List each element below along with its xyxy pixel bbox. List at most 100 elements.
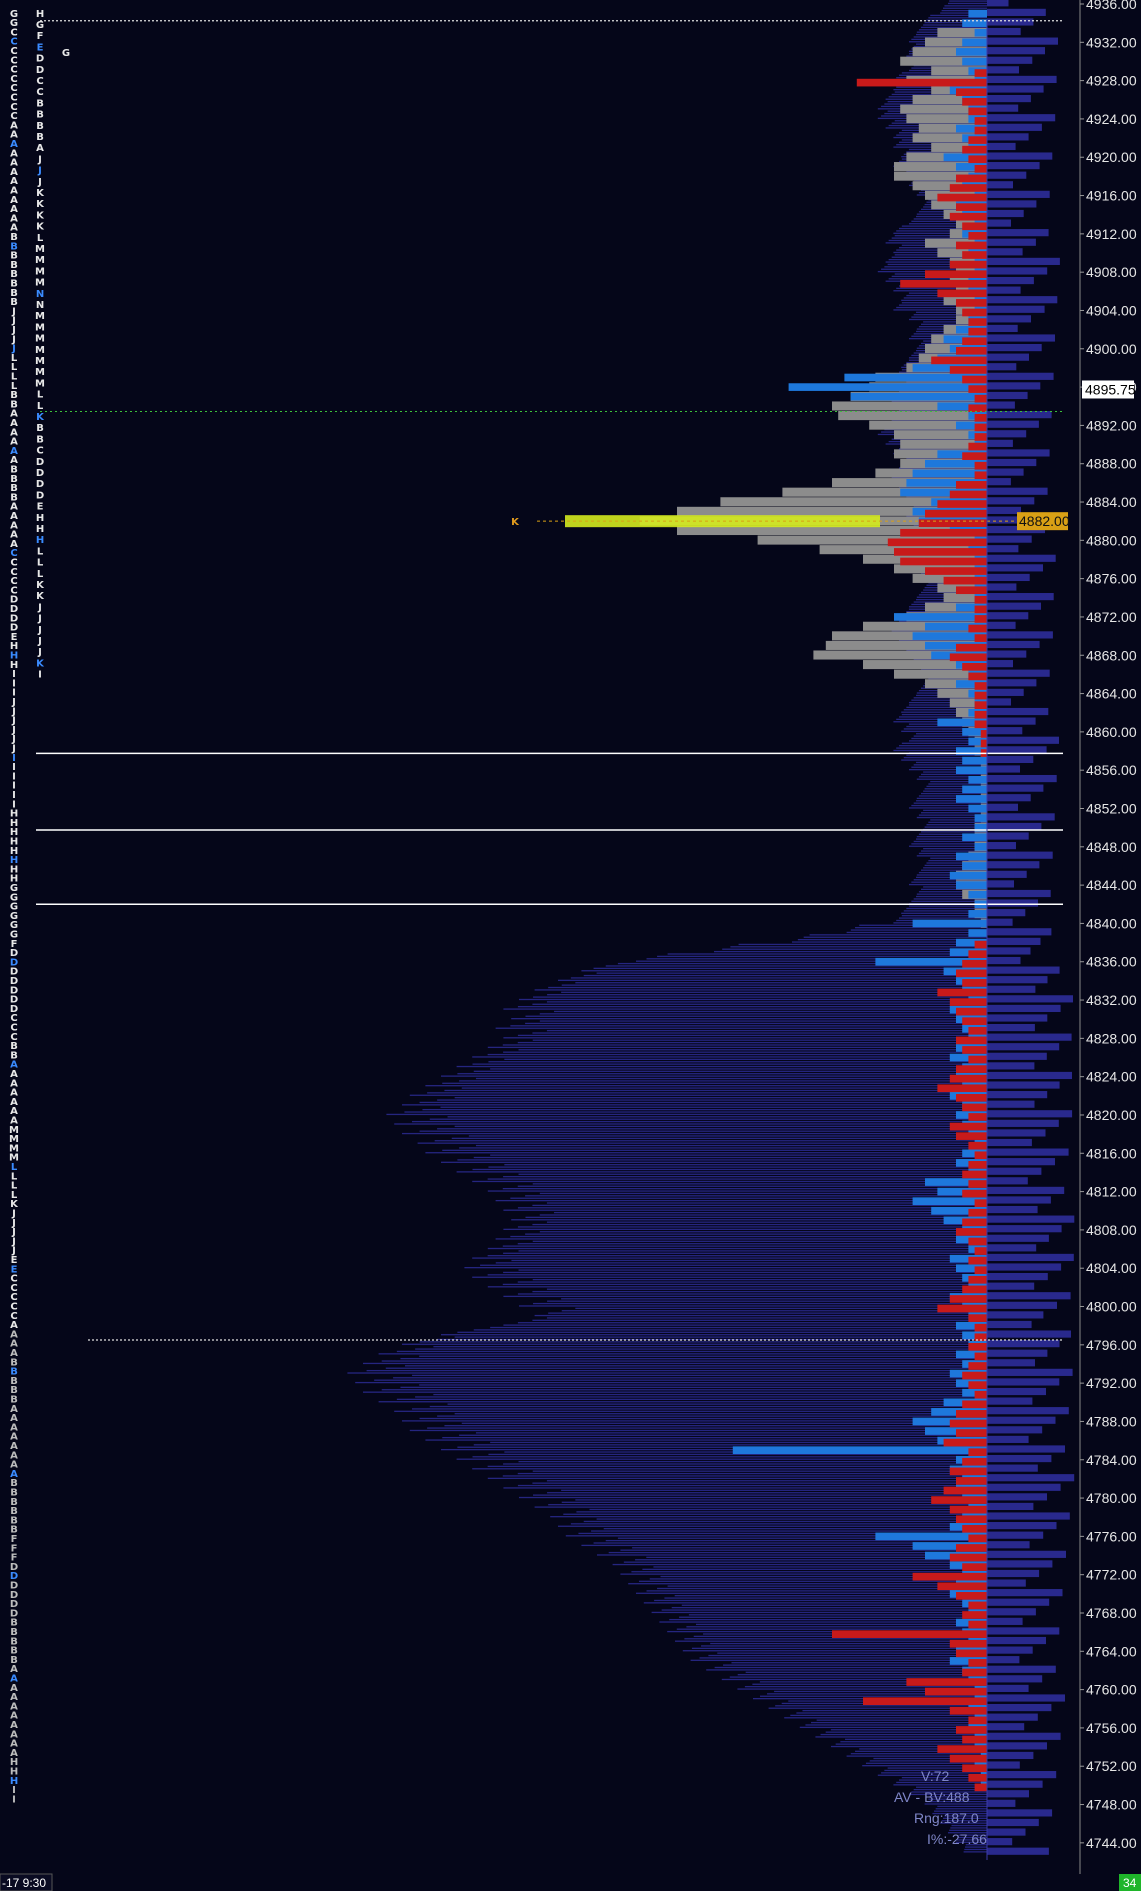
navy-profile-bar: [464, 1267, 987, 1269]
navy-profile-bar: [419, 1417, 987, 1420]
axis-tick-label: 4804.00: [1086, 1260, 1137, 1276]
navy-profile-bar: [745, 1671, 987, 1673]
tpo-letter: B: [10, 241, 18, 252]
navy-profile-bar: [561, 991, 987, 993]
gray-profile-bar: [900, 104, 987, 114]
blue-delta-bar: [956, 766, 987, 775]
navy-profile-bar: [503, 1209, 987, 1211]
tpo-letter: J: [37, 602, 42, 613]
navy-profile-bar: [850, 929, 987, 931]
red-delta-bar: [968, 136, 987, 144]
tpo-letter: A: [10, 409, 18, 420]
tpo-letter: C: [10, 1292, 17, 1303]
blue-delta-bar: [956, 124, 987, 133]
navy-profile-bar: [525, 1216, 987, 1219]
navy-profile-bar: [941, 1820, 987, 1822]
axis-tick-label: 4932.00: [1086, 34, 1137, 50]
price-axis[interactable]: 4936.00 4932.00 4928.00 4924.00 4920.00 4916.…: [1017, 0, 1137, 1851]
blue-delta-bar: [894, 613, 987, 621]
navy-profile-bar: [617, 1537, 987, 1539]
navy-profile-bar: [965, 1844, 987, 1846]
navy-profile-bar: [488, 1061, 987, 1063]
navy-profile-bar: [597, 1554, 987, 1556]
red-delta-bar: [949, 1505, 987, 1514]
navy-profile-bar: [949, 1829, 987, 1831]
tpo-letter: H: [10, 874, 18, 885]
navy-right-profile-bar: [987, 899, 1038, 907]
blue-delta-bar: [974, 842, 987, 851]
navy-profile-bar: [502, 1044, 987, 1046]
navy-profile-bar: [899, 227, 987, 230]
navy-right-profile-bar: [987, 995, 1073, 1003]
tpo-letter: A: [10, 1329, 18, 1340]
navy-profile-bar: [899, 304, 987, 306]
navy-profile-bar: [846, 1755, 987, 1757]
tpo-letter: C: [10, 1283, 17, 1294]
navy-right-profile-bar: [987, 1033, 1072, 1041]
red-delta-bar: [962, 1170, 987, 1179]
blue-delta-bar: [850, 392, 987, 401]
tpo-letter: D: [10, 976, 18, 987]
navy-profile-bar: [799, 1726, 987, 1729]
blue-delta-bar: [900, 488, 987, 497]
navy-profile-bar: [901, 730, 987, 732]
navy-profile-bar: [409, 1094, 987, 1096]
navy-profile-bar: [510, 1025, 987, 1027]
red-delta-bar: [974, 1247, 987, 1255]
axis-tick-label: 4908.00: [1086, 264, 1137, 280]
navy-profile-bar: [570, 1523, 987, 1525]
navy-profile-bar: [774, 1690, 987, 1693]
tpo-letter: J: [11, 725, 16, 736]
navy-profile-bar: [924, 1803, 987, 1805]
axis-tick-label: 4772.00: [1086, 1567, 1137, 1583]
navy-profile-bar: [561, 1310, 987, 1312]
navy-profile-bar: [534, 1506, 987, 1508]
navy-right-profile-bar: [987, 458, 1037, 467]
navy-profile-bar: [921, 869, 987, 871]
navy-right-profile-bar: [987, 47, 1045, 55]
navy-right-profile-bar: [987, 324, 1018, 333]
navy-profile-bar: [363, 1362, 987, 1365]
navy-profile-bar: [487, 1465, 987, 1468]
navy-profile-bar: [921, 850, 987, 852]
navy-profile-bar: [547, 994, 987, 996]
navy-profile-bar: [965, 1846, 987, 1848]
axis-tick-label: 4876.00: [1086, 571, 1137, 587]
navy-right-profile-bar: [987, 966, 1060, 974]
navy-profile-bar: [760, 1695, 987, 1697]
tpo-letter: A: [10, 204, 18, 215]
navy-profile-bar: [404, 1111, 988, 1113]
navy-right-profile-bar: [987, 94, 1031, 103]
navy-profile-bar: [903, 757, 987, 759]
navy-profile-bar: [730, 946, 987, 948]
navy-profile-bar: [620, 1549, 987, 1551]
red-delta-bar: [962, 1400, 987, 1409]
tpo-letter: A: [10, 139, 18, 150]
tpo-letter: B: [10, 1497, 18, 1508]
navy-profile-bar: [457, 1331, 987, 1333]
tpo-letter: J: [37, 647, 42, 658]
navy-profile-bar: [916, 838, 987, 840]
navy-profile-bar: [596, 972, 987, 974]
navy-profile-bar: [575, 1307, 987, 1310]
red-delta-bar: [906, 1678, 987, 1686]
navy-profile-bar: [593, 1542, 987, 1544]
gray-profile-bar: [894, 430, 987, 440]
red-delta-bar: [918, 519, 987, 528]
navy-profile-bar: [737, 1674, 987, 1676]
navy-profile-bar: [400, 1357, 987, 1360]
navy-profile-bar: [517, 1006, 987, 1008]
navy-profile-bar: [605, 1539, 987, 1542]
navy-right-profile-bar: [987, 219, 1011, 227]
tpo-letter: D: [36, 468, 44, 479]
navy-right-profile-bar: [987, 593, 1054, 601]
red-delta-bar: [968, 107, 987, 116]
tpo-letter: J: [37, 166, 42, 177]
navy-profile-bar: [684, 1638, 987, 1640]
navy-profile-bar: [554, 1211, 987, 1214]
navy-right-profile-bar: [987, 1703, 1052, 1712]
navy-profile-bar: [427, 1092, 988, 1094]
tpo-letter: H: [10, 1766, 18, 1777]
axis-tick-label: 4824.00: [1086, 1069, 1137, 1085]
navy-right-profile-bar: [987, 1177, 1028, 1185]
